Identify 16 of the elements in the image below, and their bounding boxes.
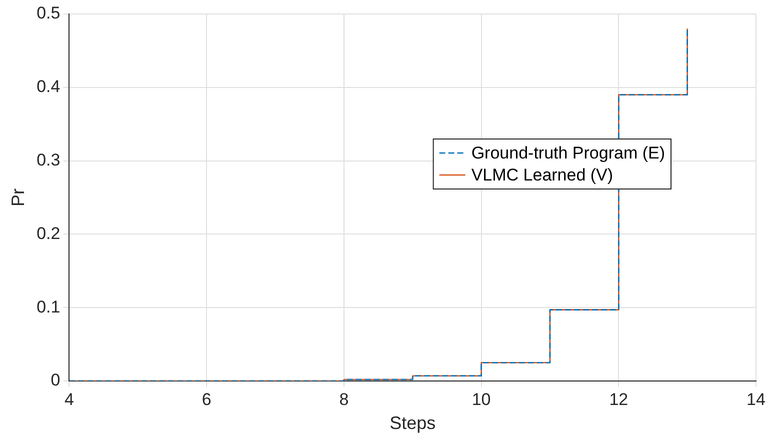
y-tick-label: 0.5 <box>36 4 60 23</box>
y-axis-title: Pr <box>8 188 28 206</box>
y-tick-label: 0.4 <box>36 77 60 96</box>
x-tick-label: 8 <box>339 390 349 409</box>
x-axis-title: Steps <box>390 413 436 434</box>
x-tick-label: 10 <box>472 390 491 409</box>
legend-label: VLMC Learned (V) <box>471 166 614 185</box>
y-tick-label: 0.1 <box>36 297 60 316</box>
x-tick-label: 6 <box>202 390 212 409</box>
y-tick-label: 0.3 <box>36 150 60 170</box>
y-tick-label: 0 <box>50 370 60 390</box>
x-tick-label: 12 <box>609 390 628 409</box>
y-tick-label: 0.2 <box>36 224 60 243</box>
legend-label: Ground-truth Program (E) <box>471 144 666 163</box>
x-tick-label: 14 <box>746 390 766 409</box>
x-tick-label: 4 <box>64 390 74 409</box>
